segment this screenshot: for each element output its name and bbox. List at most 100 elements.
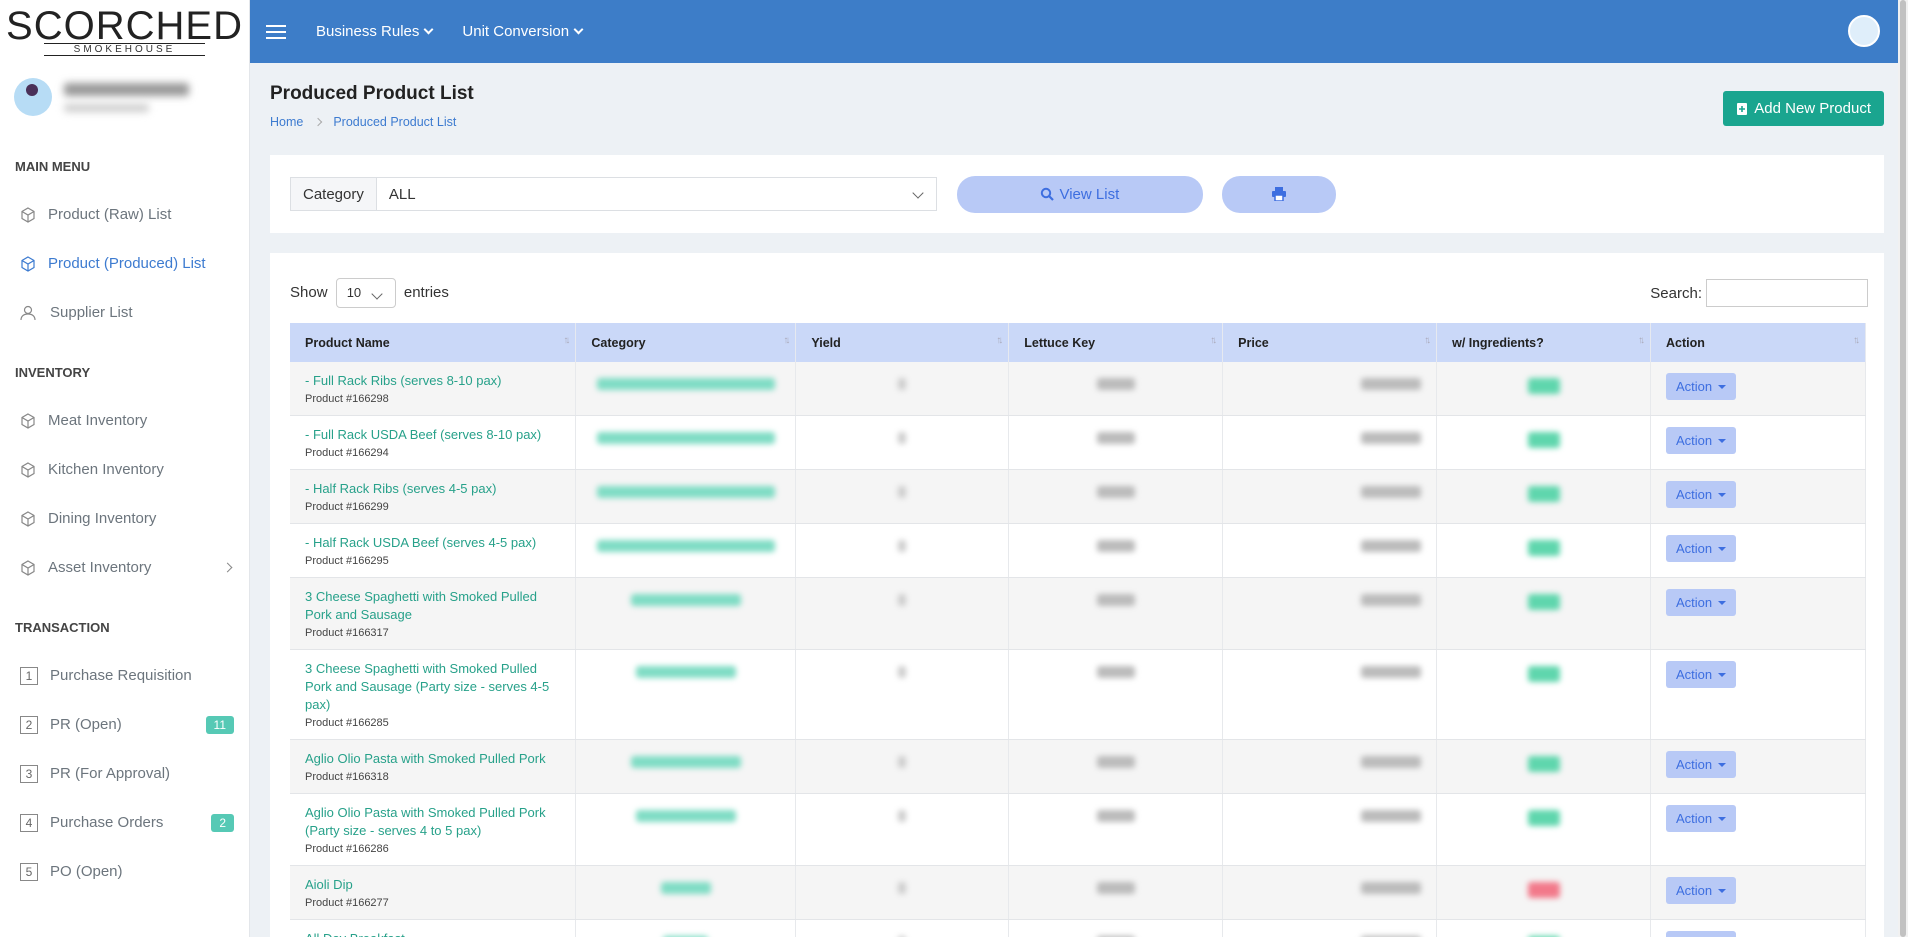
action-button[interactable]: Action (1666, 751, 1737, 778)
ingredients-yes (1527, 756, 1560, 772)
menu-item[interactable]: Supplier List (0, 288, 249, 337)
yield (795, 865, 1010, 920)
table-row: Aioli Dip Product #166277 Action (290, 865, 1866, 920)
menu-item[interactable]: Product (Produced) List (0, 239, 249, 288)
ingredients-yes (1527, 666, 1560, 682)
yield (795, 649, 1010, 740)
action-cell: Action (1650, 649, 1866, 740)
column-header[interactable]: Product Name (290, 323, 577, 362)
logo[interactable]: SCORCHED SMOKEHOUSE (0, 0, 249, 63)
ingredients (1436, 649, 1652, 740)
yield-blurred (898, 486, 907, 498)
product-name[interactable]: All Day Breakfast (305, 930, 560, 937)
product-code: Product #166277 (305, 897, 389, 909)
price-blurred (1361, 882, 1422, 894)
menu-item[interactable]: 2 PR (Open) 11 (0, 700, 249, 749)
view-list-button[interactable]: View List (956, 175, 1203, 213)
column-header[interactable]: Lettuce Key (1008, 323, 1224, 362)
column-header[interactable]: Yield (795, 323, 1010, 362)
scrollbar[interactable] (1898, 0, 1908, 937)
product-name[interactable]: Aglio Olio Pasta with Smoked Pulled Pork (305, 751, 546, 766)
yield (795, 362, 1010, 416)
ingredients (1436, 523, 1652, 578)
menu-item[interactable]: 5 PO (Open) (0, 847, 249, 896)
entries-value: 10 (346, 285, 362, 300)
ingredients-yes (1527, 594, 1560, 610)
action-button[interactable]: Action (1666, 661, 1737, 688)
menu-label: Dining Inventory (48, 510, 157, 527)
table-card: Show 10 entries Search: Product NameCate… (270, 253, 1884, 937)
menu-label: Asset Inventory (48, 559, 152, 576)
nav-menus: Business Rules Unit Conversion (316, 23, 612, 40)
action-cell: Action (1650, 739, 1866, 794)
yield-blurred (898, 594, 907, 606)
category-blurred (596, 432, 775, 444)
ingredients-no (1527, 882, 1560, 898)
column-header[interactable]: Action (1650, 323, 1866, 362)
action-button[interactable]: Action (1666, 931, 1737, 937)
print-button[interactable] (1221, 175, 1336, 213)
action-button[interactable]: Action (1666, 481, 1737, 508)
column-header[interactable]: Category (575, 323, 797, 362)
nav-menu[interactable]: Business Rules (316, 23, 432, 40)
lettuce-key (1008, 649, 1224, 740)
item-icon (20, 305, 36, 320)
menu-item[interactable]: 4 Purchase Orders 2 (0, 798, 249, 847)
category (575, 649, 797, 740)
product-name[interactable]: - Full Rack USDA Beef (serves 8-10 pax) (305, 427, 542, 442)
category-select[interactable]: ALL (376, 177, 937, 211)
menu-item[interactable]: Meat Inventory (0, 396, 249, 445)
menu-item[interactable]: 1 Purchase Requisition (0, 651, 249, 700)
action-button[interactable]: Action (1666, 877, 1737, 904)
menu-item[interactable]: 3 PR (For Approval) (0, 749, 249, 798)
item-number-icon: 1 (20, 666, 38, 685)
product-cell: Aglio Olio Pasta with Smoked Pulled Pork… (290, 739, 577, 794)
user-panel[interactable] (0, 63, 249, 131)
table-row: - Half Rack Ribs (serves 4-5 pax) Product… (290, 469, 1866, 524)
user-name-blurred (64, 82, 189, 96)
action-button[interactable]: Action (1666, 805, 1737, 832)
breadcrumb-link[interactable]: Home (270, 115, 304, 129)
product-name[interactable]: Aioli Dip (305, 877, 353, 892)
lettuce-key (1008, 362, 1224, 416)
ingredients (1436, 739, 1652, 794)
yield (795, 469, 1010, 524)
entries-select[interactable]: 10 (335, 278, 396, 308)
menu-item[interactable]: Asset Inventory (0, 543, 249, 592)
action-button[interactable]: Action (1666, 427, 1737, 454)
product-name[interactable]: - Half Rack USDA Beef (serves 4-5 pax) (305, 535, 537, 550)
product-name[interactable]: - Full Rack Ribs (serves 8-10 pax) (305, 373, 502, 388)
menu-item[interactable]: Dining Inventory (0, 494, 249, 543)
action-button[interactable]: Action (1666, 589, 1737, 616)
product-cell: - Full Rack USDA Beef (serves 8-10 pax) P… (290, 415, 577, 470)
action-cell: Action (1650, 865, 1866, 920)
product-name[interactable]: - Half Rack Ribs (serves 4-5 pax) (305, 481, 497, 496)
ingredients (1436, 362, 1652, 416)
menu-toggle[interactable] (266, 21, 286, 43)
entries-label: entries (403, 284, 449, 301)
menu-item[interactable]: Product (Raw) List (0, 190, 249, 239)
menu-item[interactable]: Kitchen Inventory (0, 445, 249, 494)
product-name[interactable]: 3 Cheese Spaghetti with Smoked Pulled Po… (305, 661, 550, 712)
price-blurred (1361, 540, 1422, 552)
category-blurred (596, 486, 775, 498)
search-input[interactable] (1706, 279, 1868, 307)
price-blurred (1361, 432, 1422, 444)
column-header[interactable]: Price (1222, 323, 1438, 362)
product-name[interactable]: Aglio Olio Pasta with Smoked Pulled Pork… (305, 805, 546, 838)
action-button[interactable]: Action (1666, 373, 1737, 400)
product-cell: 3 Cheese Spaghetti with Smoked Pulled Po… (290, 577, 577, 650)
top-avatar[interactable] (1848, 15, 1880, 47)
search-control: Search: (1650, 279, 1868, 307)
breadcrumb-current: Produced Product List (333, 115, 457, 129)
column-header[interactable]: w/ Ingredients? (1436, 323, 1652, 362)
action-button[interactable]: Action (1666, 535, 1737, 562)
nav-menu[interactable]: Unit Conversion (462, 23, 582, 40)
submenu-arrow (222, 562, 233, 573)
product-name[interactable]: 3 Cheese Spaghetti with Smoked Pulled Po… (305, 589, 537, 622)
table-body: - Full Rack Ribs (serves 8-10 pax) Produc… (290, 362, 1866, 937)
price-blurred (1361, 810, 1422, 822)
add-button[interactable]: Add New Product (1723, 91, 1884, 126)
price (1222, 919, 1438, 937)
yield (795, 919, 1010, 937)
